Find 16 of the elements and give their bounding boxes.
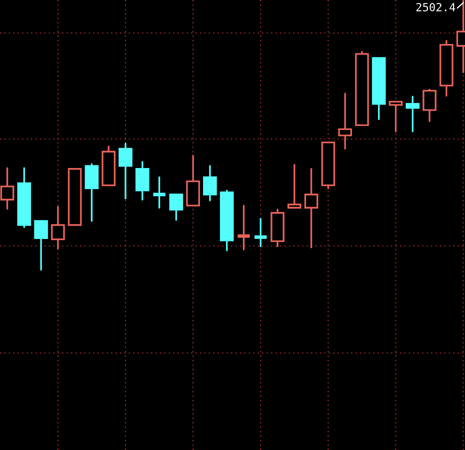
candlestick — [304, 168, 318, 248]
candlestick — [422, 88, 436, 122]
candlestick — [84, 163, 99, 222]
candlestick — [118, 142, 132, 200]
candlestick — [34, 220, 48, 271]
candlestick — [203, 165, 217, 202]
candlestick — [0, 167, 14, 210]
candlestick — [169, 194, 184, 221]
candlestick — [135, 161, 150, 200]
candlestick — [252, 218, 268, 248]
candlestick — [51, 206, 65, 250]
candlestick — [338, 92, 352, 150]
candlestick — [388, 100, 403, 132]
annotation: 2502.4 — [416, 2, 456, 12]
candlestick — [287, 164, 302, 209]
candlestick — [406, 96, 420, 132]
